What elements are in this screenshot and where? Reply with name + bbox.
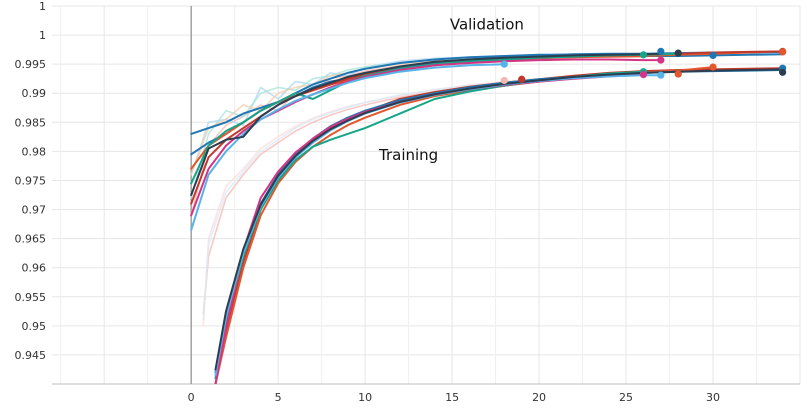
- x-tick-label: 15: [445, 391, 459, 404]
- x-tick-label: 0: [188, 391, 195, 404]
- y-tick-label: 0.965: [15, 233, 47, 246]
- training-line: [214, 66, 714, 384]
- y-tick-label: 0.955: [15, 291, 47, 304]
- training-line: [214, 73, 645, 384]
- y-tick-label: 0.985: [15, 116, 47, 129]
- faint-training-line: [202, 82, 506, 321]
- validation-line: [190, 52, 662, 196]
- series-end-marker: [779, 48, 787, 56]
- x-tick-label: 25: [619, 391, 633, 404]
- series-end-marker: [518, 75, 526, 83]
- series-end-marker: [500, 60, 508, 68]
- y-tick-label: 0.98: [22, 145, 47, 158]
- y-tick-label: 0.97: [22, 204, 47, 217]
- series-end-marker: [500, 76, 508, 85]
- training-line: [214, 70, 645, 380]
- validation-line: [190, 63, 506, 231]
- faint-validation-line: [190, 56, 645, 217]
- x-tick-label: 10: [358, 391, 372, 404]
- y-tick-label: 0.945: [15, 349, 47, 362]
- y-tick-label: 0.99: [22, 87, 47, 100]
- training-line: [214, 67, 784, 384]
- y-tick-label: 0.995: [15, 58, 47, 71]
- grid: [52, 5, 801, 384]
- y-tick-label: 0.975: [15, 174, 47, 187]
- series-end-marker: [639, 51, 648, 59]
- series-end-marker: [674, 49, 682, 57]
- x-tick-label: 30: [706, 391, 720, 404]
- series-end-marker: [657, 47, 665, 55]
- series-end-marker: [657, 71, 665, 79]
- y-tick-label: 0.95: [22, 320, 47, 333]
- series-layer: [190, 50, 784, 384]
- series-end-marker: [639, 71, 648, 79]
- validation-line: [190, 58, 662, 217]
- end-markers-layer: [500, 47, 787, 85]
- series-end-marker: [709, 63, 717, 71]
- y-tick-label: 1: [39, 29, 46, 42]
- series-end-marker: [674, 70, 682, 78]
- y-tick-label: 1: [39, 0, 46, 13]
- series-end-marker: [709, 51, 717, 60]
- training-annotation: Training: [378, 146, 438, 164]
- x-tick-label: 5: [275, 391, 282, 404]
- tick-labels: 1 1 0.995 0.99 0.985 0.98 0.975 0.97 0.965 0.96 0.…: [15, 0, 721, 404]
- training-line: [214, 69, 784, 374]
- series-end-marker: [657, 56, 665, 64]
- validation-annotation: Validation: [450, 15, 524, 33]
- training-line: [214, 68, 784, 371]
- series-end-marker: [779, 68, 787, 76]
- x-tick-label: 20: [532, 391, 546, 404]
- annotations: Validation Training: [378, 15, 524, 164]
- training-line: [214, 74, 662, 377]
- y-tick-label: 0.96: [22, 262, 47, 275]
